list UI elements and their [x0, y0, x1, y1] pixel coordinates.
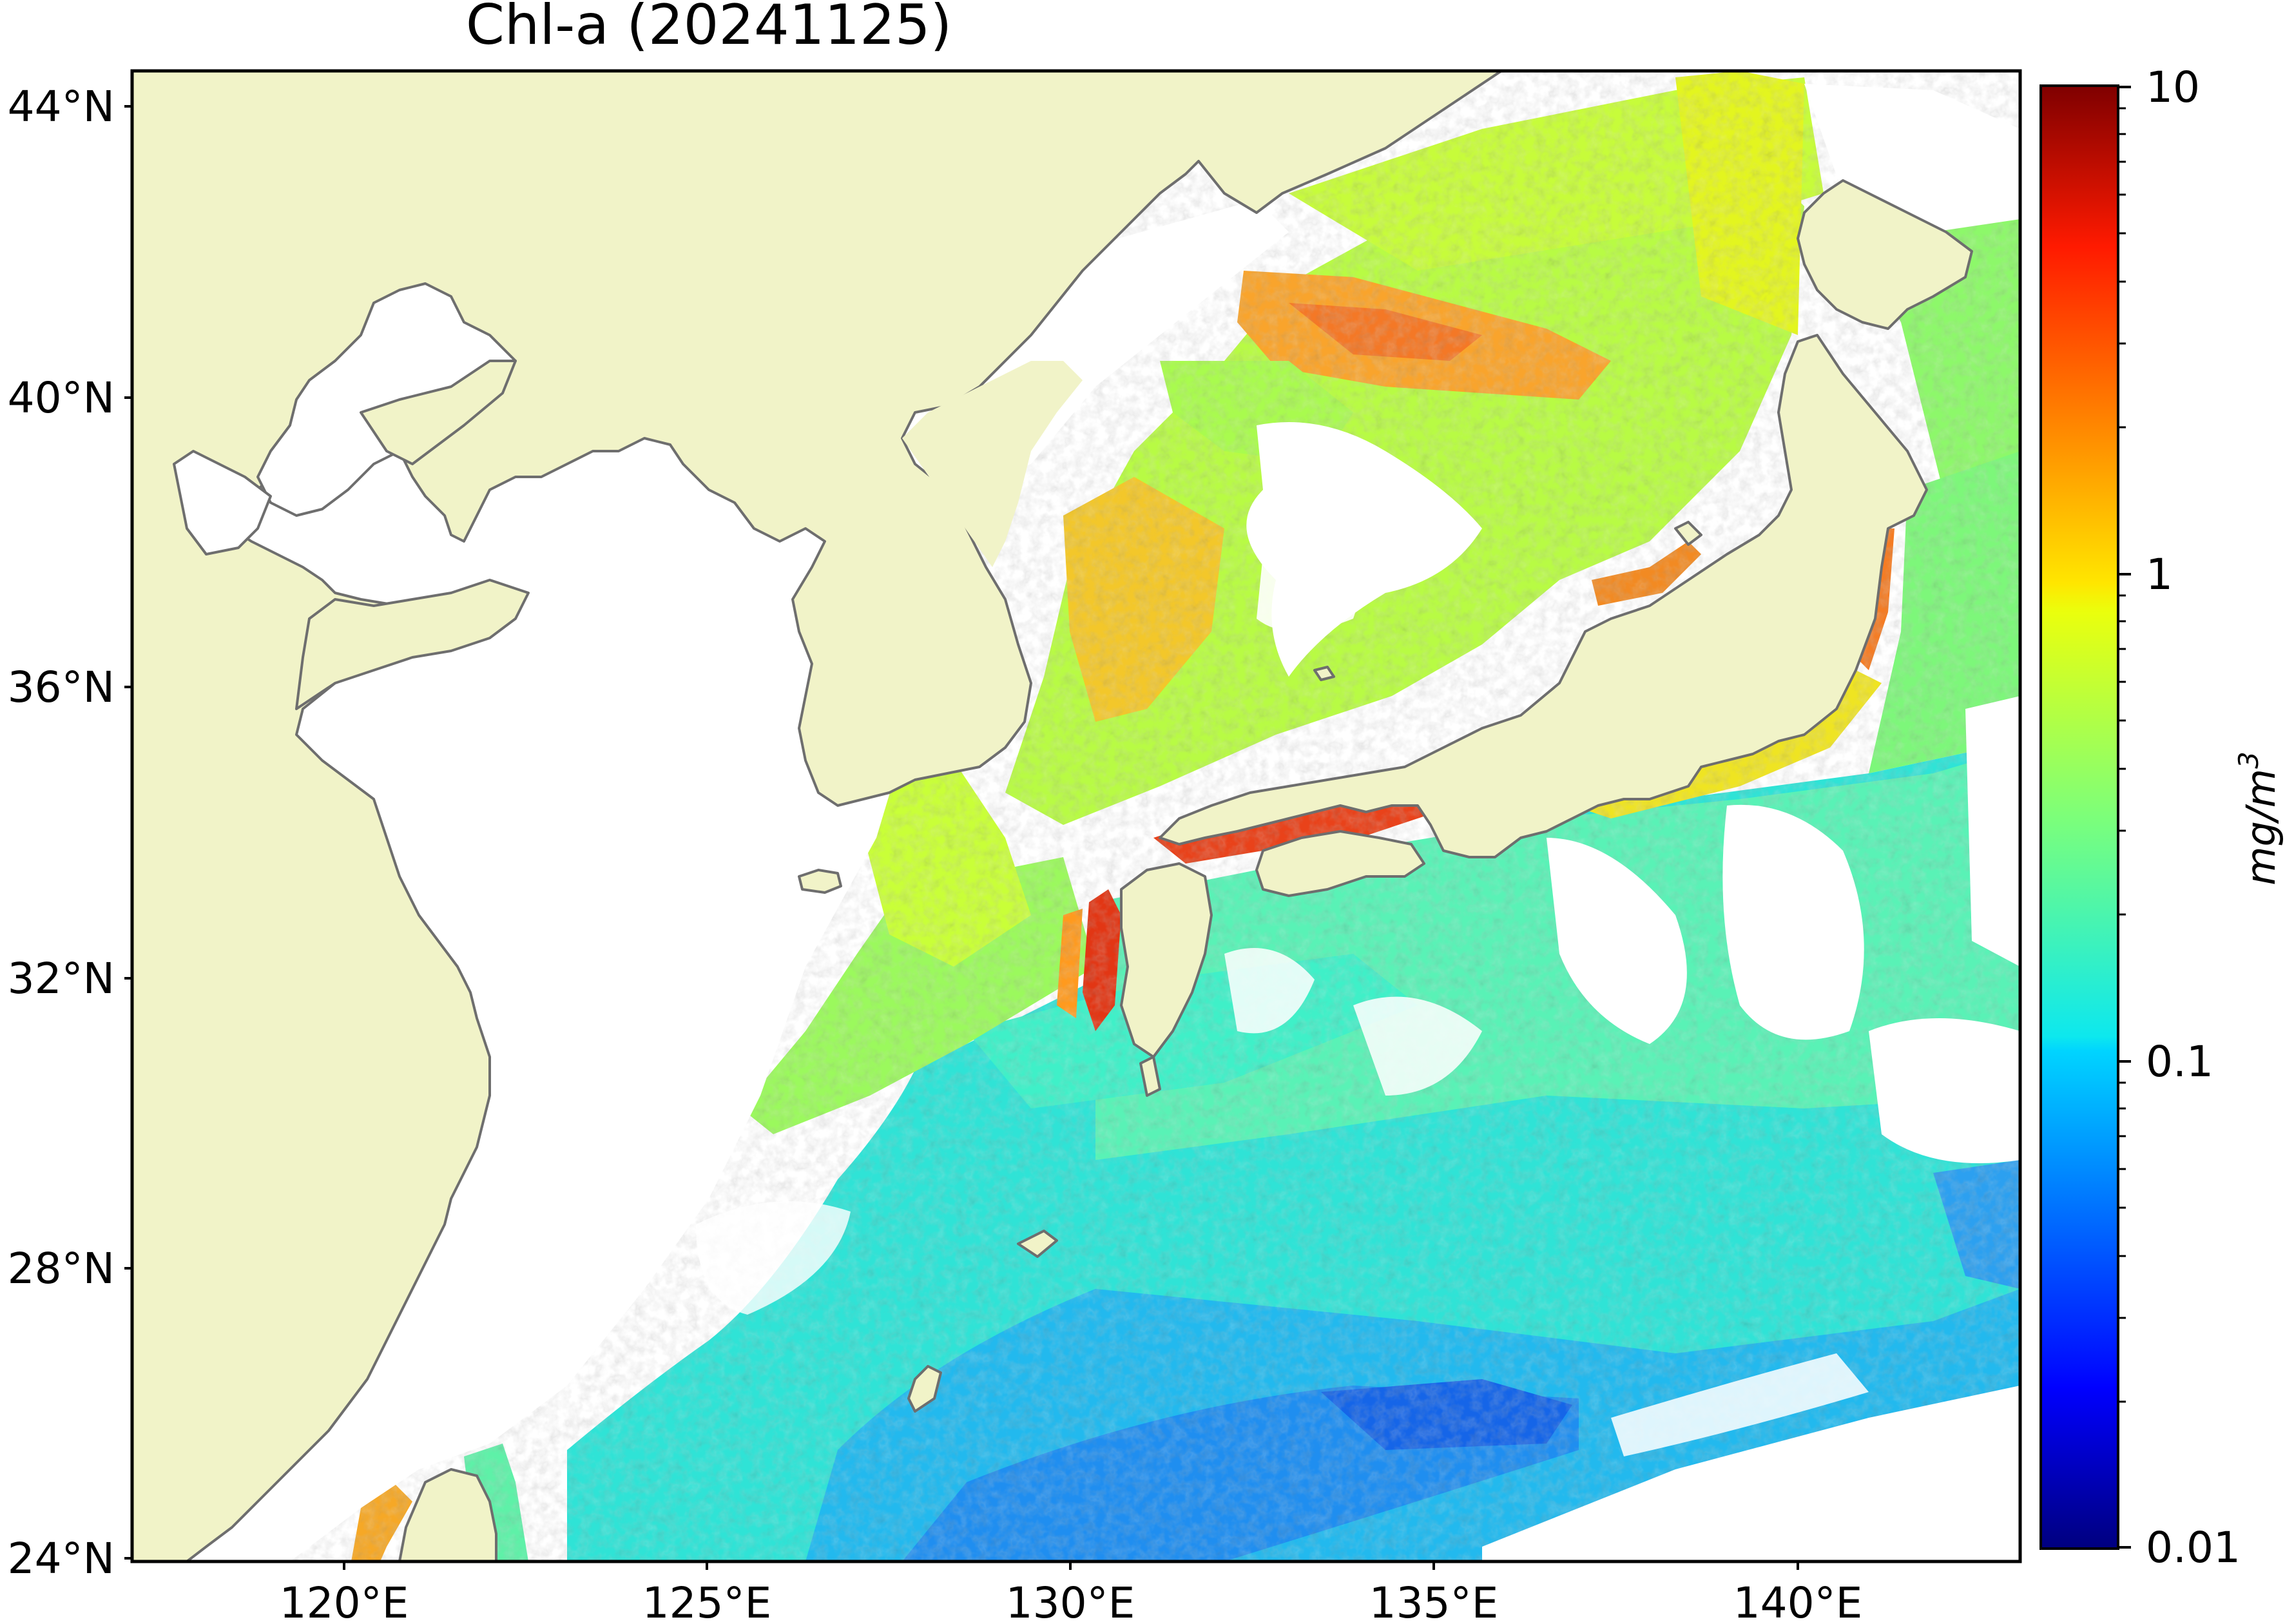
colorbar-minor-ticks	[2118, 107, 2126, 1403]
map-frame	[130, 69, 2022, 1563]
hokkaido-island	[1797, 179, 1973, 330]
liaodong-peninsula	[360, 360, 517, 465]
lat-label: 40°N	[8, 373, 115, 423]
oki-island	[1313, 666, 1335, 681]
kyushu-island	[1120, 862, 1213, 1058]
colorbar-unit-label: mg/m3	[2233, 751, 2284, 885]
lat-label: 44°N	[8, 82, 115, 131]
colorbar-tick-label: 0.01	[2146, 1523, 2241, 1572]
tanegashima-island	[1139, 1056, 1161, 1097]
okinawa-island	[907, 1365, 942, 1413]
korean-peninsula	[902, 361, 1083, 567]
map-title: Chl-a (20241125)	[466, 0, 952, 57]
colorbar-tick-label: 10	[2146, 63, 2200, 112]
latitude-axis: 44°N 40°N 36°N 32°N 28°N 24°N	[8, 82, 132, 1583]
lon-label: 120°E	[280, 1578, 409, 1624]
colorbar-gradient	[2039, 84, 2119, 1550]
bohai-inner	[173, 450, 272, 556]
taiwan-island	[398, 1468, 497, 1561]
land-layer	[132, 71, 1973, 1561]
honshu-island	[1159, 334, 1928, 858]
asian-continent-landmass	[132, 71, 1503, 1561]
lon-label: 130°E	[1006, 1578, 1135, 1624]
sado-island	[1674, 521, 1702, 546]
lon-label: 140°E	[1733, 1578, 1863, 1624]
colorbar-tick-label: 0.1	[2146, 1037, 2213, 1087]
shandong-peninsula	[295, 579, 530, 710]
colorbar-tick-label: 1	[2146, 550, 2173, 599]
lat-label: 36°N	[8, 662, 115, 712]
longitude-axis: 120°E 125°E 130°E 135°E 140°E	[280, 1561, 1863, 1624]
lat-label: 24°N	[8, 1534, 115, 1583]
jeju-island	[798, 869, 842, 894]
lon-label: 135°E	[1369, 1578, 1499, 1624]
amami-island	[1017, 1230, 1058, 1258]
lat-label: 28°N	[8, 1244, 115, 1293]
map-plot-area	[132, 71, 2020, 1561]
colorbar: 10 1 0.1 0.01 mg/m3	[2039, 63, 2284, 1572]
shikoku-island	[1255, 830, 1425, 897]
lon-label: 125°E	[642, 1578, 772, 1624]
lat-label: 32°N	[8, 954, 115, 1003]
